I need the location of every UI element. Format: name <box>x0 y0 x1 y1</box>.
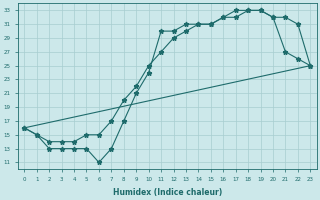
X-axis label: Humidex (Indice chaleur): Humidex (Indice chaleur) <box>113 188 222 197</box>
